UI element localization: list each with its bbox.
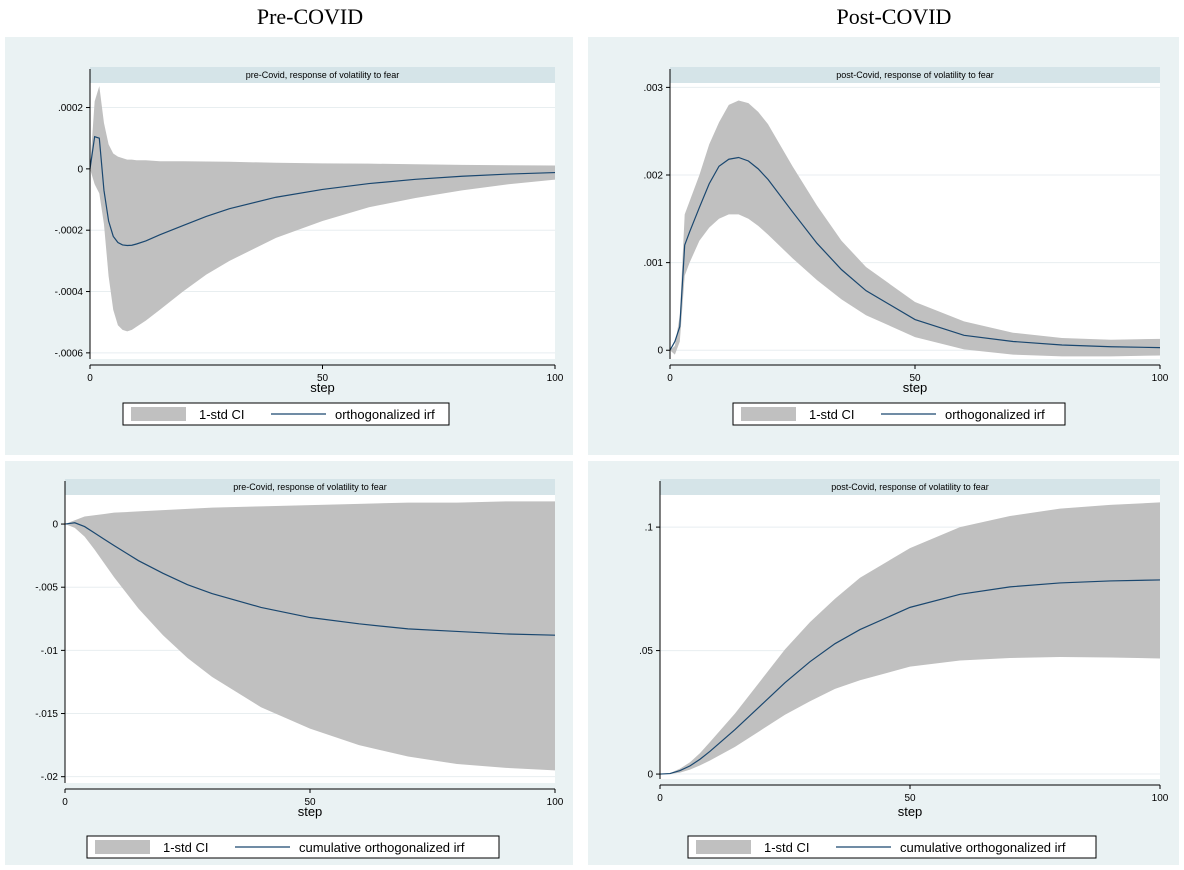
title-strip: [670, 67, 1160, 83]
ci-band: [65, 501, 555, 771]
irf-line: [64, 522, 556, 636]
y-tick-label: -.015: [35, 709, 58, 720]
y-tick-label: -.0004: [55, 287, 84, 298]
x-tick-label: 0: [667, 373, 673, 384]
x-axis-label: step: [310, 380, 335, 395]
ci-band: [670, 100, 1160, 357]
x-tick-label: 50: [317, 373, 329, 384]
title-strip: [660, 479, 1160, 495]
x-tick-label: 50: [904, 793, 916, 804]
y-tick-label: .1: [645, 523, 654, 534]
chart-svg-post-covid-irf: post-Covid, response of volatility to fe…: [644, 67, 1169, 426]
heading-post-covid: Post-COVID: [836, 4, 952, 29]
legend-label-irf: orthogonalized irf: [335, 407, 435, 422]
legend-box: [687, 835, 1097, 859]
legend-swatch-ci: [95, 840, 150, 854]
legend-label-irf: cumulative orthogonalized irf: [900, 840, 1066, 855]
x-tick-label: 0: [657, 793, 663, 804]
chart-svg-pre-covid-cumulative-irf: pre-Covid, response of volatility to fea…: [35, 479, 564, 859]
legend-label-ci: 1-std CI: [199, 407, 245, 422]
y-tick-label: -.01: [41, 646, 59, 657]
x-tick-label: 100: [1152, 793, 1169, 804]
legend-label-ci: 1-std CI: [163, 840, 209, 855]
irf-line: [669, 156, 1161, 351]
x-axis-label: step: [903, 380, 928, 395]
chart-svg-post-covid-cumulative-irf: post-Covid, response of volatility to fe…: [639, 479, 1169, 859]
irf-line: [89, 135, 556, 247]
legend-swatch-ci: [741, 407, 796, 421]
legend-swatch-ci: [696, 840, 751, 854]
y-tick-label: .002: [644, 171, 664, 182]
chart-panel-post-covid-irf: post-Covid, response of volatility to fe…: [588, 37, 1179, 455]
y-tick-label: -.02: [41, 772, 59, 783]
x-tick-label: 0: [62, 797, 68, 808]
chart-svg-pre-covid-irf: pre-Covid, response of volatility to fea…: [55, 67, 564, 426]
y-tick-label: .05: [639, 646, 653, 657]
x-tick-label: 100: [547, 797, 564, 808]
y-tick-label: -.0006: [55, 348, 84, 359]
title-strip: [65, 479, 555, 495]
ci-band: [90, 86, 555, 332]
x-tick-label: 0: [87, 373, 93, 384]
y-tick-label: 0: [647, 770, 653, 781]
x-axis-label: step: [898, 804, 923, 819]
x-tick-label: 50: [909, 373, 921, 384]
chart-title: pre-Covid, response of volatility to fea…: [246, 70, 400, 80]
y-tick-label: .0002: [58, 103, 83, 114]
chart-title: post-Covid, response of volatility to fe…: [836, 70, 994, 80]
x-axis-label: step: [298, 804, 323, 819]
y-tick-label: .001: [644, 258, 664, 269]
legend-label-ci: 1-std CI: [809, 407, 855, 422]
y-tick-label: 0: [52, 520, 58, 531]
y-tick-label: 0: [77, 164, 83, 175]
chart-title: post-Covid, response of volatility to fe…: [831, 482, 989, 492]
y-tick-label: .003: [644, 83, 664, 94]
legend-box: [86, 835, 500, 859]
legend-label-irf: orthogonalized irf: [945, 407, 1045, 422]
chart-panel-pre-covid-cumulative-irf: pre-Covid, response of volatility to fea…: [5, 461, 573, 865]
chart-panel-post-covid-cumulative-irf: post-Covid, response of volatility to fe…: [588, 461, 1179, 865]
legend-swatch-ci: [131, 407, 186, 421]
ci-band: [660, 502, 1160, 775]
legend-label-ci: 1-std CI: [764, 840, 810, 855]
chart-panel-pre-covid-irf: pre-Covid, response of volatility to fea…: [5, 37, 573, 455]
y-tick-label: 0: [657, 346, 663, 357]
y-tick-label: -.005: [35, 583, 58, 594]
x-tick-label: 50: [304, 797, 316, 808]
x-tick-label: 100: [547, 373, 564, 384]
y-tick-label: -.0002: [55, 226, 84, 237]
x-tick-label: 100: [1152, 373, 1169, 384]
chart-title: pre-Covid, response of volatility to fea…: [233, 482, 387, 492]
title-strip: [90, 67, 555, 83]
irf-line: [659, 579, 1161, 775]
legend-label-irf: cumulative orthogonalized irf: [299, 840, 465, 855]
heading-pre-covid: Pre-COVID: [256, 4, 364, 29]
